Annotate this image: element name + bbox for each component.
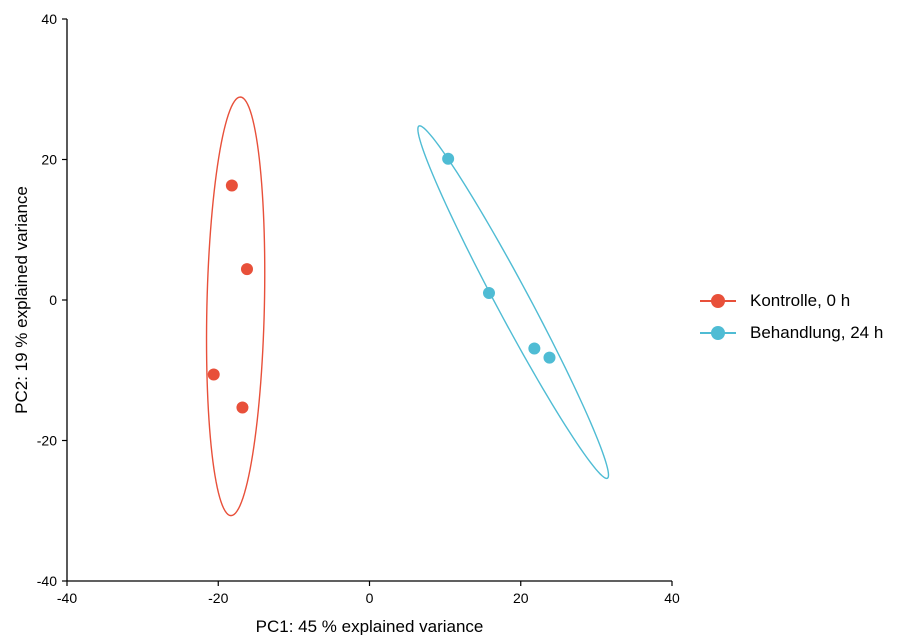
legend: Kontrolle, 0 h Behandlung, 24 h [700, 285, 883, 349]
x-tick-label: -40 [57, 590, 77, 606]
legend-label-kontrolle: Kontrolle, 0 h [750, 291, 851, 310]
y-tick-label: -40 [37, 573, 57, 589]
confidence-ellipse-series-2 [417, 125, 610, 480]
legend-item-kontrolle: Kontrolle, 0 h [700, 285, 883, 317]
data-point-series-1 [207, 368, 220, 381]
confidence-ellipse-series-1 [205, 96, 266, 517]
x-tick-label: 40 [664, 590, 680, 606]
y-tick-label: -20 [37, 433, 57, 449]
data-point-series-2 [543, 351, 556, 364]
legend-swatch-behandlung [700, 324, 736, 342]
legend-label-behandlung: Behandlung, 24 h [750, 323, 884, 342]
y-axis-label: PC2: 19 % explained variance [12, 186, 31, 414]
data-point-series-1 [236, 401, 249, 414]
legend-swatch-kontrolle [700, 292, 736, 310]
data-point-series-2 [442, 152, 455, 165]
x-tick-label: 20 [513, 590, 529, 606]
y-tick-label: 20 [41, 152, 57, 168]
y-tick-label: 40 [41, 11, 57, 27]
x-tick-label: 0 [366, 590, 374, 606]
data-point-series-1 [240, 263, 253, 276]
data-point-series-1 [225, 179, 238, 192]
x-tick-label: -20 [208, 590, 228, 606]
y-tick-label: 0 [49, 292, 57, 308]
x-axis-label: PC1: 45 % explained variance [256, 617, 484, 635]
legend-item-behandlung: Behandlung, 24 h [700, 317, 883, 349]
data-point-series-2 [482, 286, 495, 299]
data-point-series-2 [528, 342, 541, 355]
